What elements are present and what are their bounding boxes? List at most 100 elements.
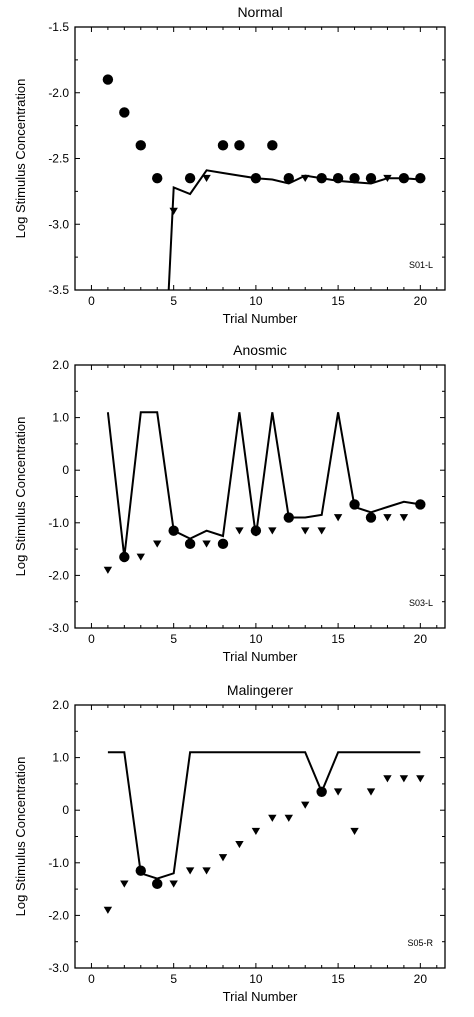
circle-marker — [168, 525, 179, 536]
y-tick-label: -2.0 — [48, 908, 69, 922]
circle-marker — [250, 173, 262, 184]
triangle-marker — [202, 867, 211, 875]
circle-marker — [184, 538, 196, 550]
subject-tag: S01-L — [409, 260, 433, 270]
x-tick-label: 5 — [170, 632, 177, 646]
triangle-marker — [366, 788, 376, 796]
triangle-marker — [333, 788, 343, 796]
x-tick-label: 10 — [249, 632, 263, 646]
triangle-marker — [235, 527, 244, 535]
subject-tag: S03-L — [409, 598, 433, 608]
x-axis-label: Trial Number — [223, 311, 298, 326]
triangle-marker — [169, 880, 178, 888]
triangle-marker — [169, 207, 178, 215]
y-tick-label: 0 — [62, 803, 69, 817]
x-tick-label: 5 — [170, 294, 177, 308]
chart-panel-3: Malingerer 0 5 10 15 20 -3.0 -2.0 -1.0 0 1.0 2.0 Tri… — [13, 682, 446, 1004]
y-tick-label: -2.5 — [48, 152, 69, 166]
circle-marker — [267, 140, 278, 151]
circle-marker — [250, 525, 262, 536]
y-tick-label: -1.5 — [48, 20, 69, 34]
x-tick-label: 15 — [331, 294, 345, 308]
x-tick-label: 5 — [170, 972, 177, 986]
circle-marker — [119, 551, 130, 563]
x-tick-label: 0 — [88, 294, 95, 308]
plot-frame — [74, 26, 446, 291]
triangle-marker — [268, 814, 277, 822]
circle-marker — [217, 538, 229, 550]
subject-tag: S05-R — [407, 938, 433, 948]
y-tick-label: -2.0 — [48, 86, 69, 100]
y-tick-label: 2.0 — [52, 358, 69, 372]
circle-marker — [152, 173, 163, 184]
y-tick-label: -3.0 — [48, 621, 69, 635]
circle-marker — [217, 140, 229, 151]
triangle-marker — [399, 514, 409, 522]
triangle-marker — [235, 841, 244, 849]
triangle-marker — [185, 867, 195, 875]
triangle-marker — [301, 801, 310, 809]
x-tick-label: 10 — [249, 972, 263, 986]
triangle-marker — [399, 775, 409, 783]
data-layer — [102, 74, 426, 290]
x-axis-label: Trial Number — [223, 989, 298, 1004]
y-tick-label: -3.0 — [48, 961, 69, 975]
y-tick-label: 1.0 — [52, 411, 69, 425]
triangle-marker — [301, 174, 310, 183]
y-axis-label: Log Stimulus Concentration — [13, 417, 28, 577]
circle-marker — [365, 173, 377, 184]
chart-panel-2: Anosmic 0 5 10 15 20 -3.0 -2.0 -1.0 0 1.0 2.0 Trial … — [13, 342, 446, 664]
circle-marker — [135, 865, 146, 876]
chart-title: Anosmic — [233, 342, 287, 358]
y-axis-label: Log Stimulus Concentration — [13, 757, 28, 917]
x-tick-label: 0 — [88, 632, 95, 646]
x-tick-label: 0 — [88, 972, 95, 986]
y-tick-label: -3.5 — [48, 283, 69, 297]
circle-marker — [283, 173, 294, 184]
y-tick-label: -1.0 — [48, 516, 69, 530]
series-line — [167, 169, 421, 290]
triangle-marker — [103, 906, 113, 914]
triangle-marker — [202, 174, 211, 183]
data-layer — [103, 751, 425, 914]
series-line — [107, 751, 421, 880]
circle-marker — [135, 140, 146, 151]
x-axis-label: Trial Number — [223, 649, 298, 664]
triangle-marker — [136, 553, 145, 561]
triangle-marker — [416, 775, 425, 783]
circle-marker — [119, 107, 130, 118]
x-tick-label: 20 — [414, 972, 428, 986]
chart-title: Normal — [237, 4, 282, 20]
x-tick-label: 20 — [414, 294, 428, 308]
triangle-marker — [383, 514, 392, 522]
circle-marker — [234, 140, 245, 151]
y-tick-label: -2.0 — [48, 568, 69, 582]
triangle-marker — [218, 854, 228, 862]
circle-marker — [349, 499, 360, 510]
circle-marker — [152, 878, 163, 890]
circle-marker — [283, 512, 294, 523]
triangle-marker — [383, 775, 392, 783]
circle-marker — [349, 173, 360, 184]
circle-marker — [415, 499, 426, 510]
triangle-marker — [317, 527, 326, 535]
circle-marker — [332, 173, 344, 184]
triangle-marker — [333, 514, 343, 522]
y-tick-label: 0 — [62, 463, 69, 477]
circle-marker — [415, 173, 426, 184]
x-tick-label: 20 — [414, 632, 428, 646]
series-line — [106, 411, 421, 558]
x-tick-label: 15 — [331, 972, 345, 986]
circle-marker — [398, 173, 410, 184]
y-tick-label: 2.0 — [52, 698, 69, 712]
chart-title: Malingerer — [227, 682, 293, 698]
triangle-marker — [268, 527, 277, 535]
circle-marker — [184, 173, 196, 184]
y-tick-label: -1.0 — [48, 856, 69, 870]
triangle-marker — [103, 566, 113, 574]
chart-panel-1: Normal 0 5 10 15 20 -3.5 -3.0 -2.5 -2.0 -1.5 Trial … — [13, 4, 446, 326]
y-tick-label: -3.0 — [48, 217, 69, 231]
x-tick-label: 15 — [331, 632, 345, 646]
y-axis-label: Log Stimulus Concentration — [13, 79, 28, 239]
